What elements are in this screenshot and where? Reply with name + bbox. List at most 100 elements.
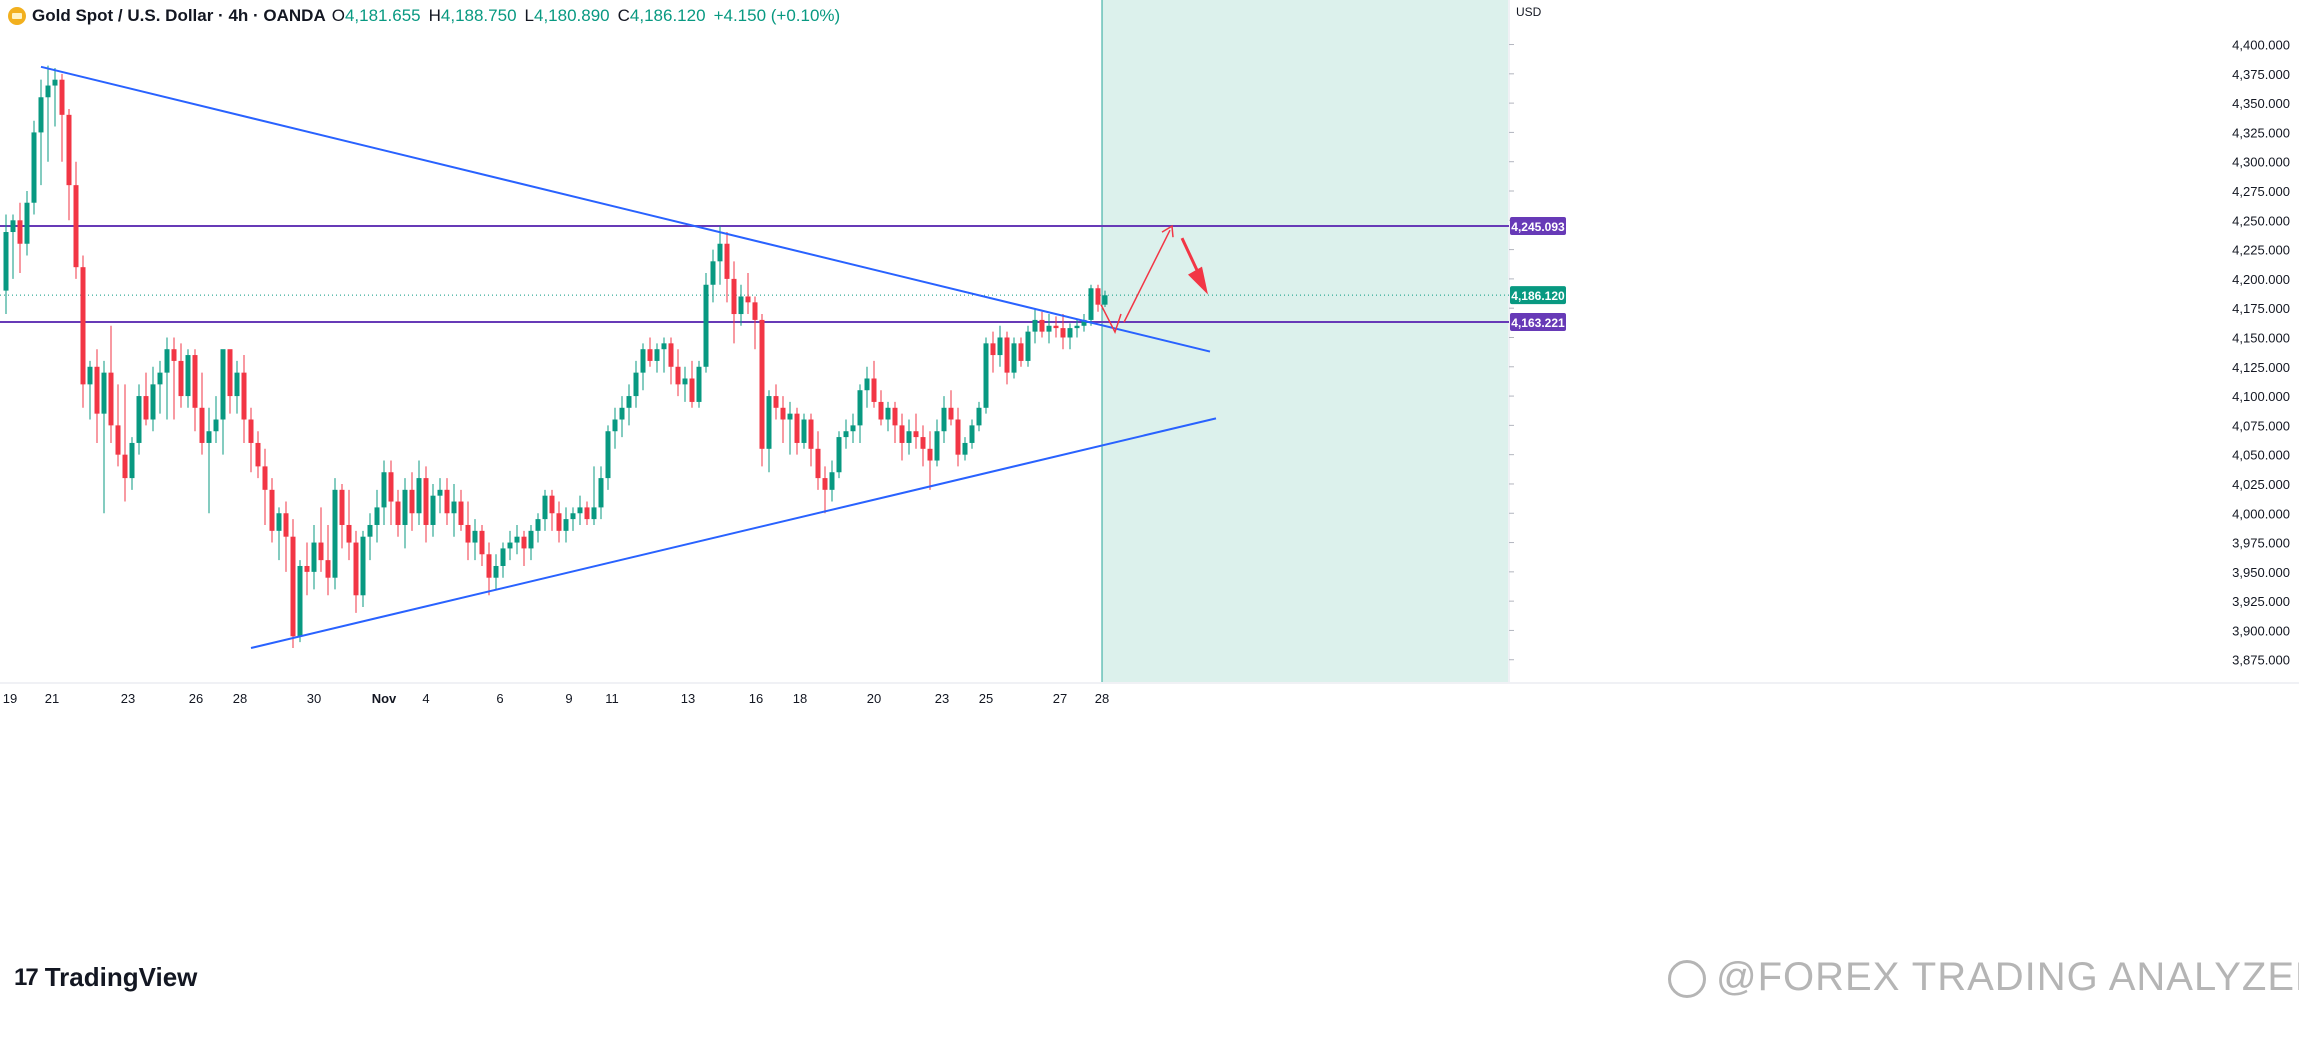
candle-body [1081,319,1087,326]
candle-body [1025,331,1031,361]
candles [3,65,1108,649]
candle-body [66,114,72,186]
watermark-icon [1668,960,1706,999]
price-badge-label: 4,245.093 [1511,220,1565,234]
candle-body [626,396,632,408]
low-value: 4,180.890 [534,6,610,25]
close-key: C [617,6,630,25]
candle-body [325,560,331,578]
symbol-legend[interactable]: Gold Spot / U.S. Dollar · 4h · OANDA O4,… [8,4,847,28]
trendline [40,65,1211,353]
x-tick-label: 4 [422,691,429,706]
price-badge-bg [1510,217,1566,236]
candle-body [822,478,828,490]
candle-body [423,478,429,525]
candle-body [535,519,541,531]
candle-body [675,366,681,385]
candle-body [563,519,569,531]
low-key: L [524,6,534,25]
candle-body [654,349,660,361]
candle-body [206,431,212,443]
candle-body [444,489,450,514]
candle-body [339,489,345,525]
candle-body [605,431,611,479]
y-tick-label: 4,200.000 [2232,272,2290,287]
x-tick-label: 16 [749,691,763,706]
candle-body [465,524,471,543]
candle-body [248,419,254,443]
candle-body [108,372,114,426]
candle-body [528,530,534,549]
candle-body [997,337,1003,356]
candle-body [451,501,457,514]
x-tick-label: 20 [867,691,881,706]
time-axis: 19 21 23 26 28 30 Nov 4 6 9 11 13 16 18 20 23 25 27 28 [3,691,1109,706]
y-tick-label: 4,025.000 [2232,477,2290,492]
candle-body [640,349,646,373]
candle-body [227,349,233,397]
candle-body [955,419,961,455]
candle-body [367,524,373,537]
y-tick-label: 3,975.000 [2232,536,2290,551]
x-tick-label: 25 [979,691,993,706]
candle-body [892,407,898,426]
candle-body [269,489,275,531]
y-tick-label: 4,150.000 [2232,330,2290,345]
candle-body [815,448,821,479]
x-tick-label: 28 [1095,691,1109,706]
candle-body [668,343,674,367]
candle-body [241,372,247,420]
candle-body [577,507,583,514]
projection-arrows [1100,224,1208,335]
candle-body [255,442,261,467]
price-badge-bg [1510,286,1566,305]
candle-body [647,349,653,361]
watermark-text: @FOREX TRADING ANALYZER [1716,955,2299,999]
candle-body [934,431,940,461]
candle-body [164,349,170,373]
candle-body [115,425,121,455]
watermark: @FOREX TRADING ANALYZER [1668,955,2299,1000]
tradingview-logo[interactable]: 17 TradingView [14,962,197,993]
candle-body [521,536,527,549]
candle-body [486,554,492,578]
pullback-arrow [1100,304,1122,335]
candle-body [129,442,135,479]
candle-body [990,343,996,356]
y-tick-label: 3,875.000 [2232,653,2290,668]
candle-body [1046,325,1052,332]
candle-body [983,343,989,408]
candle-body [94,366,100,414]
candle-body [661,343,667,350]
candle-body [696,366,702,402]
y-tick-label: 4,325.000 [2232,125,2290,140]
candle-body [878,401,884,420]
candle-body [766,396,772,449]
price-badges: 4,245.093 4,186.120 4,163.221 [1510,217,1566,331]
x-tick-label: 27 [1053,691,1067,706]
high-value: 4,188.750 [440,6,517,25]
candle-body [409,489,415,514]
symbol-title[interactable]: Gold Spot / U.S. Dollar · 4h · OANDA [32,6,326,25]
candle-body [927,448,933,461]
candle-body [556,513,562,531]
candle-body [346,524,352,543]
y-tick-label: 4,250.000 [2232,213,2290,228]
close-value: 4,186.120 [629,6,706,25]
price-axis: 3,875.000 3,900.000 3,925.000 3,950.000 3,97… [1509,5,2290,668]
candle-body [619,407,625,420]
candle-body [1004,337,1010,373]
y-tick-label: 4,375.000 [2232,67,2290,82]
down-arrow-head [1188,266,1208,295]
candle-body [689,378,695,402]
candle-body [353,542,359,596]
candle-body [1011,343,1017,373]
candle-body [395,501,401,525]
candle-body [192,355,198,408]
x-tick-label: 11 [605,691,619,706]
candle-body [843,431,849,438]
candle-body [1067,328,1073,338]
candle-body [633,372,639,397]
